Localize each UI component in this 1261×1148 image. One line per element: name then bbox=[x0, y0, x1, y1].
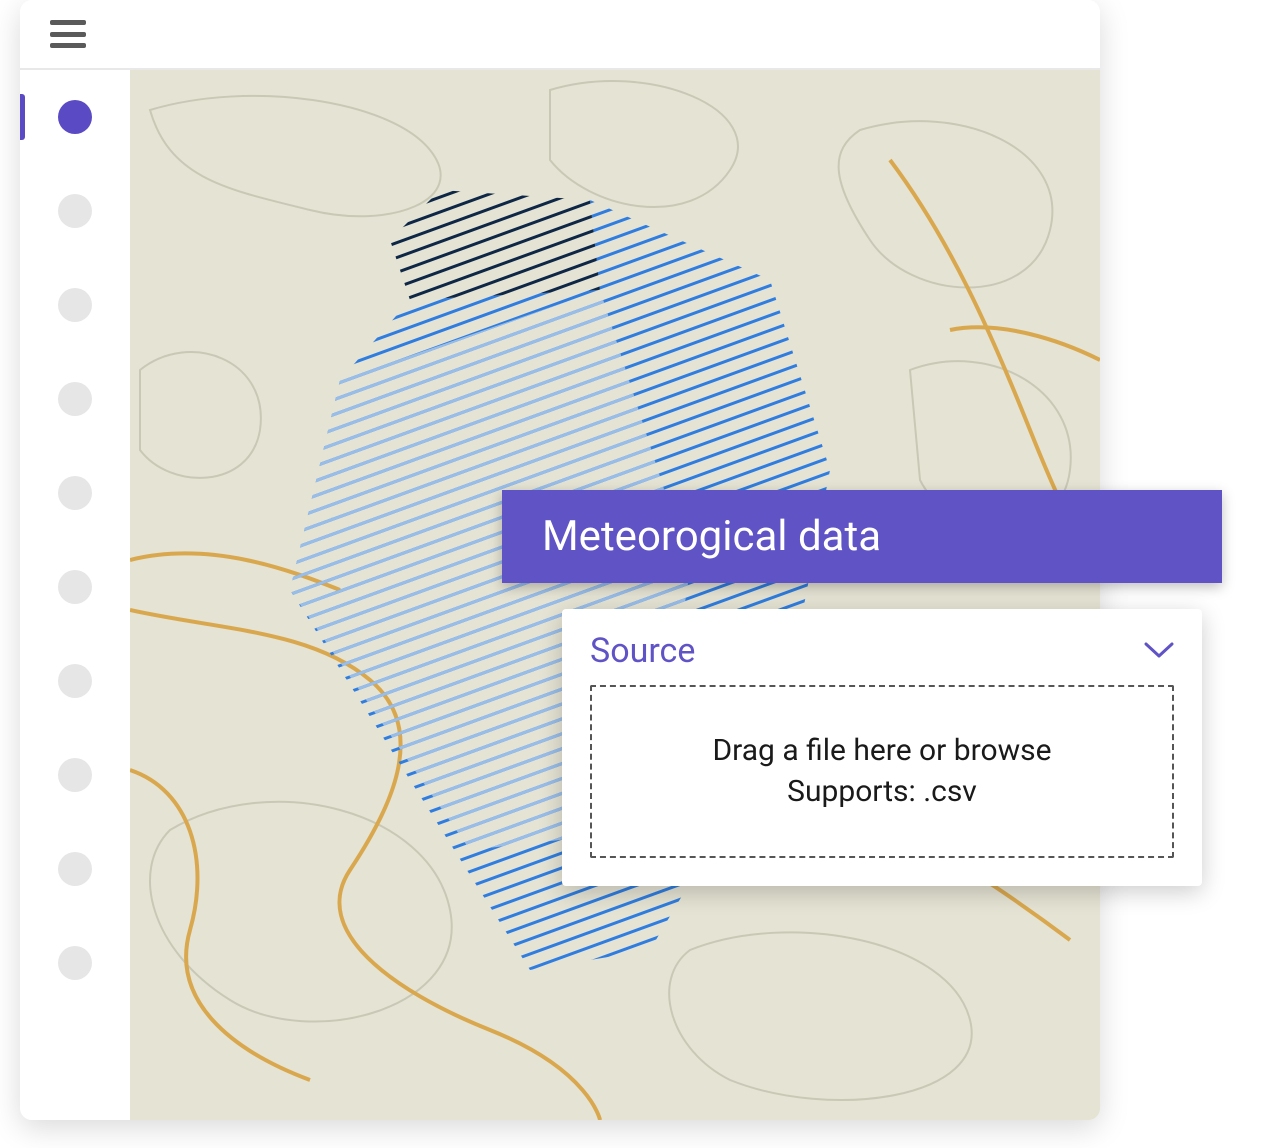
panel-body: Source Drag a file here or browse Suppor… bbox=[562, 609, 1202, 886]
sidebar-item-8[interactable] bbox=[58, 852, 92, 886]
sidebar-item-9[interactable] bbox=[58, 946, 92, 980]
sidebar-item-1[interactable] bbox=[58, 194, 92, 228]
sidebar-item-3[interactable] bbox=[58, 382, 92, 416]
sidebar-item-5[interactable] bbox=[58, 570, 92, 604]
dropzone-line1: Drag a file here or browse bbox=[612, 731, 1152, 772]
data-panel: Meteorogical data Source Drag a file her… bbox=[502, 490, 1222, 886]
sidebar-item-4[interactable] bbox=[58, 476, 92, 510]
sidebar-item-6[interactable] bbox=[58, 664, 92, 698]
top-bar bbox=[20, 0, 1100, 70]
dropzone-line2: Supports: .csv bbox=[612, 772, 1152, 813]
chevron-down-icon[interactable] bbox=[1144, 642, 1174, 660]
sidebar-item-0[interactable] bbox=[58, 100, 92, 134]
sidebar bbox=[20, 70, 130, 1120]
panel-title-bar: Meteorogical data bbox=[502, 490, 1222, 583]
sidebar-item-7[interactable] bbox=[58, 758, 92, 792]
panel-title: Meteorogical data bbox=[542, 512, 881, 561]
file-dropzone[interactable]: Drag a file here or browse Supports: .cs… bbox=[590, 685, 1174, 858]
source-label: Source bbox=[590, 631, 695, 671]
hamburger-menu-icon[interactable] bbox=[50, 20, 86, 48]
source-row: Source bbox=[590, 631, 1174, 671]
sidebar-item-2[interactable] bbox=[58, 288, 92, 322]
